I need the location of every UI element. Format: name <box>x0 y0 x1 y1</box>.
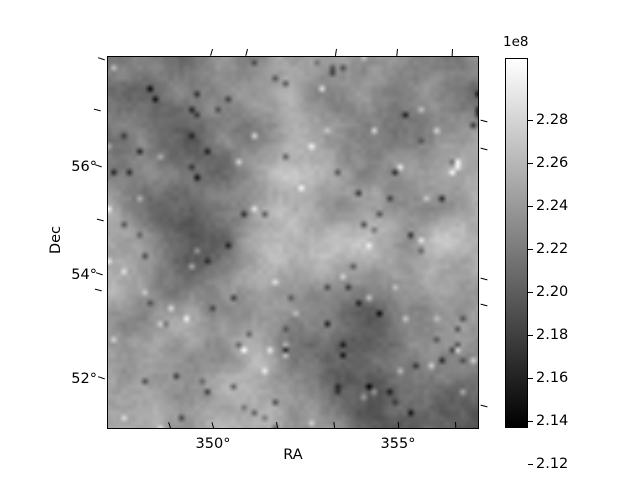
right-tick-0 <box>480 119 488 123</box>
y-tick-label-0: 56° <box>71 158 97 175</box>
x-tick-label-0: 350° <box>195 436 231 452</box>
colorbar-tick-8 <box>528 464 533 466</box>
left-tick-6 <box>97 376 105 380</box>
colorbar-tick-7 <box>528 421 533 423</box>
left-tick-3 <box>96 218 104 222</box>
sky-image-axes <box>107 56 479 429</box>
y-tick-label-1: 54° <box>71 266 97 283</box>
top-tick-3 <box>396 48 399 57</box>
top-tick-1 <box>245 48 249 56</box>
colorbar-tick-label-2: 2.24 <box>536 198 569 214</box>
colorbar-tick-4 <box>528 292 533 294</box>
top-tick-0 <box>210 48 214 56</box>
colorbar-tick-5 <box>528 335 533 337</box>
colorbar-tick-label-0: 2.28 <box>536 112 569 128</box>
colorbar-tick-label-8: 2.12 <box>536 456 569 472</box>
colorbar-tick-1 <box>528 163 533 165</box>
colorbar <box>505 58 528 428</box>
left-tick-0 <box>97 57 105 61</box>
colorbar-tick-6 <box>528 378 533 380</box>
y-axis-label: Dec <box>48 225 64 255</box>
colorbar-tick-label-4: 2.20 <box>536 284 569 300</box>
left-tick-5 <box>94 288 102 292</box>
colorbar-tick-3 <box>528 249 533 251</box>
colorbar-tick-label-1: 2.26 <box>536 155 569 171</box>
right-tick-1 <box>480 147 488 151</box>
colorbar-tick-label-6: 2.16 <box>536 370 569 386</box>
colorbar-tick-2 <box>528 206 533 208</box>
sky-heatmap-image <box>108 57 478 428</box>
colorbar-tick-0 <box>528 120 533 122</box>
colorbar-exponent-label: 1e8 <box>503 34 529 50</box>
top-tick-4 <box>451 48 454 57</box>
colorbar-tick-label-5: 2.18 <box>536 327 569 343</box>
x-axis-label: RA <box>283 447 303 463</box>
left-tick-1 <box>93 108 101 112</box>
right-tick-4 <box>480 404 488 408</box>
y-tick-label-2: 52° <box>71 370 97 387</box>
right-tick-2 <box>480 277 488 281</box>
x-tick-label-1: 355° <box>380 436 416 452</box>
colorbar-tick-label-7: 2.14 <box>536 413 569 429</box>
colorbar-tick-label-3: 2.22 <box>536 241 569 257</box>
top-tick-2 <box>334 48 338 57</box>
bottom-tick-5 <box>454 421 457 430</box>
right-tick-3 <box>480 303 488 307</box>
